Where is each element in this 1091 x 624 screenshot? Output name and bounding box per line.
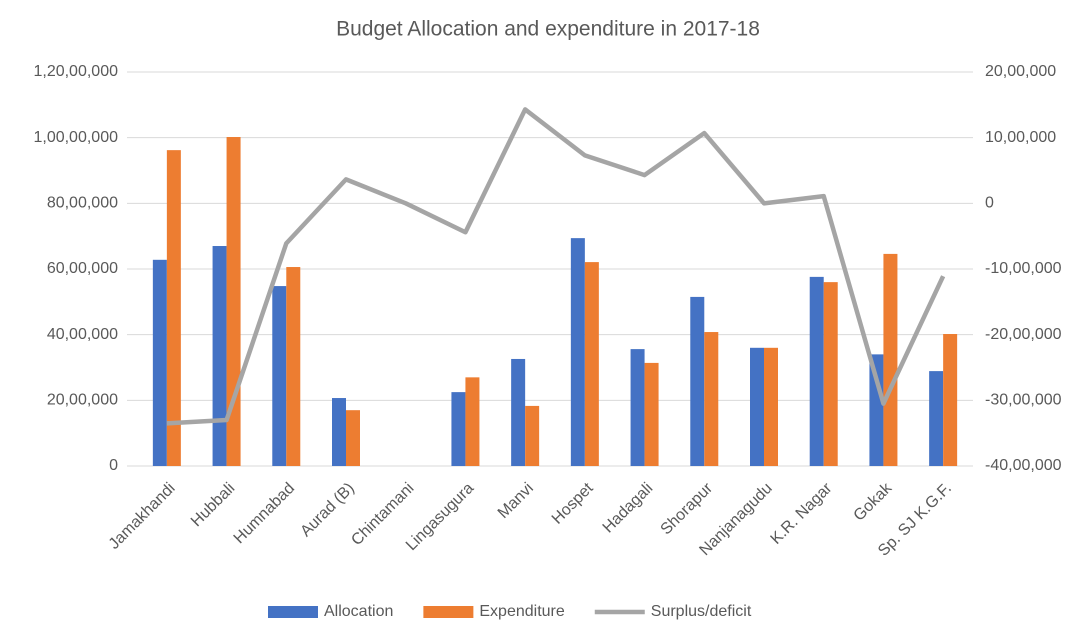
y-tick-label: 40,00,000: [47, 326, 118, 343]
legend-label: Allocation: [324, 603, 393, 620]
legend-swatch: [423, 606, 474, 618]
y2-tick-label: 0: [985, 195, 994, 212]
y2-tick-label: -30,00,000: [985, 392, 1062, 409]
bar: [809, 276, 824, 466]
y2-tick-label: 10,00,000: [985, 129, 1056, 146]
y-tick-label: 60,00,000: [47, 260, 118, 277]
legend-swatch: [268, 606, 318, 618]
bar: [272, 286, 287, 466]
bar: [690, 296, 705, 466]
x-tick-label: Manvi: [495, 480, 537, 522]
bar: [465, 377, 480, 466]
bar: [212, 246, 227, 466]
bar: [451, 392, 466, 466]
legend-label: Expenditure: [479, 603, 564, 620]
bar: [511, 358, 526, 466]
bar: [764, 347, 778, 466]
x-tick-label: Shorapur: [658, 479, 717, 538]
bar: [644, 362, 659, 466]
y-tick-label: 20,00,000: [47, 392, 118, 409]
x-tick-label: Humnabad: [231, 480, 298, 547]
y2-tick-label: -20,00,000: [985, 326, 1062, 343]
line: [166, 107, 946, 426]
bar: [332, 398, 346, 466]
bar: [286, 267, 301, 466]
bar: [883, 253, 898, 466]
legend-label: Surplus/deficit: [651, 603, 752, 620]
chart-title: Budget Allocation and expenditure in 201…: [336, 18, 760, 41]
x-tick-label: Hospet: [549, 479, 597, 527]
y-tick-label: 0: [109, 457, 118, 474]
x-tick-label: Gokak: [851, 479, 896, 524]
bar: [346, 410, 360, 466]
y-tick-label: 1,00,00,000: [33, 129, 118, 146]
bar: [943, 334, 958, 466]
bar: [166, 150, 181, 467]
bar: [704, 332, 719, 466]
x-tick-label: Jamakhandi: [106, 480, 179, 553]
x-tick-label: Aurad (B): [297, 480, 357, 540]
y2-tick-label: 20,00,000: [985, 63, 1056, 80]
bar: [525, 405, 540, 466]
y2-tick-label: -40,00,000: [985, 457, 1062, 474]
bar: [152, 259, 167, 466]
bar: [929, 371, 944, 466]
x-tick-label: Hadagali: [600, 480, 657, 537]
bar: [584, 262, 599, 466]
x-tick-label: Hubbali: [188, 480, 238, 530]
x-tick-label: K.R. Nagar: [768, 479, 836, 547]
bar: [823, 282, 838, 466]
y2-tick-label: -10,00,000: [985, 260, 1062, 277]
y-tick-label: 80,00,000: [47, 195, 118, 212]
bar: [630, 349, 645, 466]
y-tick-label: 1,20,00,000: [33, 63, 118, 80]
bar: [570, 238, 585, 466]
bar: [750, 347, 764, 466]
bar: [869, 354, 884, 466]
